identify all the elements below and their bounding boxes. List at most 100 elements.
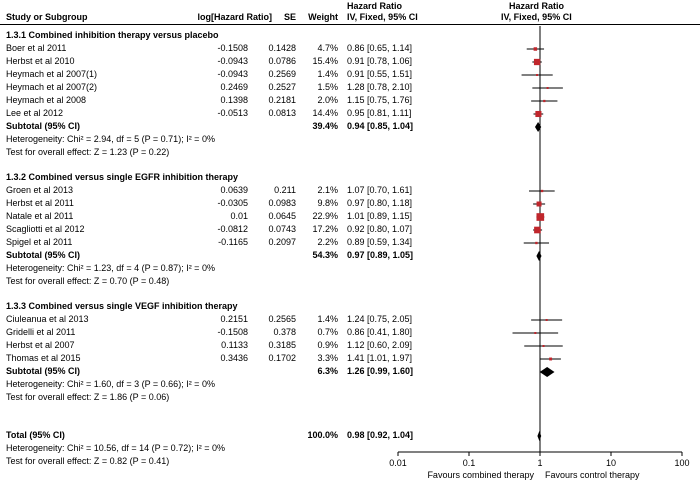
study-loghr: -0.0812: [217, 224, 248, 234]
study-name: Boer et al 2011: [6, 43, 67, 53]
subtotal-label: Subtotal (95% CI): [6, 366, 81, 376]
study-se: 0.211: [274, 185, 296, 195]
study-ci: 1.01 [0.89, 1.15]: [347, 211, 413, 221]
study-weight: 1.4%: [317, 314, 338, 324]
study-ci: 1.15 [0.75, 1.76]: [347, 95, 413, 105]
study-name: Heymach et al 2008: [6, 95, 87, 105]
study-name: Herbst et al 2010: [6, 56, 75, 66]
study-se: 0.0786: [268, 56, 296, 66]
effect-square: [536, 74, 539, 76]
study-se: 0.2527: [268, 82, 296, 92]
subtotal-weight: 6.3%: [317, 366, 338, 376]
study-ci: 0.97 [0.80, 1.18]: [347, 198, 413, 208]
study-name: Thomas et al 2015: [6, 353, 81, 363]
study-se: 0.2565: [268, 314, 296, 324]
study-name: Heymach et al 2007(1): [6, 69, 98, 79]
header-plot-title: Hazard Ratio: [509, 1, 565, 11]
overall-effect-text: Test for overall effect: Z = 1.23 (P = 0…: [6, 147, 170, 157]
heterogeneity-text: Heterogeneity: Chi² = 1.23, df = 4 (P = …: [6, 263, 215, 273]
study-weight: 2.1%: [317, 185, 338, 195]
favours-right-label: Favours control therapy: [545, 470, 640, 480]
subgroup-title: 1.3.3 Combined versus single VEGF inhibi…: [6, 301, 238, 311]
study-ci: 1.24 [0.75, 2.05]: [347, 314, 413, 324]
study-name: Heymach et al 2007(2): [6, 82, 98, 92]
study-ci: 0.89 [0.59, 1.34]: [347, 237, 413, 247]
effect-square: [536, 213, 545, 221]
effect-square: [534, 332, 537, 334]
study-name: Gridelli et al 2011: [6, 327, 76, 337]
effect-square: [543, 99, 546, 103]
study-name: Herbst et al 2007: [6, 340, 75, 350]
study-loghr: 0.1133: [221, 340, 248, 350]
effect-square: [545, 319, 548, 321]
subgroup-title: 1.3.1 Combined inhibition therapy versus…: [6, 30, 219, 40]
x-tick-label: 10: [605, 458, 616, 468]
header-hr-title: Hazard Ratio: [347, 1, 403, 11]
effect-square: [535, 110, 542, 118]
study-se: 0.0645: [268, 211, 296, 221]
study-weight: 4.7%: [317, 43, 338, 53]
study-name: Lee et al 2012: [6, 108, 64, 118]
x-tick-label: 0.01: [389, 458, 407, 468]
subgroup-title: 1.3.2 Combined versus single EGFR inhibi…: [6, 172, 239, 182]
study-ci: 1.41 [1.01, 1.97]: [347, 353, 413, 363]
study-weight: 3.3%: [317, 353, 338, 363]
subtotal-weight: 39.4%: [312, 121, 338, 131]
study-se: 0.0813: [268, 108, 296, 118]
x-tick-label: 100: [674, 458, 690, 468]
total-ci: 0.98 [0.92, 1.04]: [347, 430, 414, 440]
study-name: Groen et al 2013: [6, 185, 74, 195]
effect-square: [546, 87, 549, 89]
subtotal-weight: 54.3%: [312, 250, 338, 260]
study-loghr: -0.0513: [217, 108, 248, 118]
study-se: 0.3185: [268, 340, 296, 350]
subtotal-diamond: [539, 367, 555, 377]
subtotal-ci: 0.97 [0.89, 1.05]: [347, 250, 414, 260]
heterogeneity-text: Heterogeneity: Chi² = 2.94, df = 5 (P = …: [6, 134, 215, 144]
study-loghr: 0.3436: [220, 353, 248, 363]
effect-square: [536, 201, 542, 207]
subtotal-label: Subtotal (95% CI): [6, 121, 81, 131]
header-loghr: log[Hazard Ratio]: [197, 12, 272, 22]
study-loghr: 0.2469: [220, 82, 248, 92]
study-weight: 0.9%: [317, 340, 338, 350]
x-tick-label: 1: [537, 458, 543, 468]
study-weight: 2.0%: [317, 95, 338, 105]
study-loghr: -0.0943: [217, 69, 248, 79]
subtotal-diamond: [536, 251, 542, 261]
study-loghr: -0.1508: [217, 43, 248, 53]
study-weight: 0.7%: [317, 327, 338, 337]
effect-square: [533, 47, 538, 51]
study-ci: 1.12 [0.60, 2.09]: [347, 340, 413, 350]
study-ci: 0.95 [0.81, 1.11]: [347, 108, 412, 118]
total-diamond: [537, 431, 542, 441]
effect-square: [535, 241, 538, 245]
study-loghr: 0.0639: [220, 185, 248, 195]
study-weight: 17.2%: [312, 224, 338, 234]
study-name: Ciuleanua et al 2013: [6, 314, 89, 324]
study-weight: 15.4%: [312, 56, 338, 66]
study-se: 0.1702: [268, 353, 296, 363]
subtotal-diamond: [534, 122, 542, 132]
study-weight: 14.4%: [312, 108, 338, 118]
study-ci: 0.92 [0.80, 1.07]: [347, 224, 413, 234]
subtotal-ci: 0.94 [0.85, 1.04]: [347, 121, 414, 131]
header-plot-method: IV, Fixed, 95% CI: [501, 12, 572, 22]
subtotal-label: Subtotal (95% CI): [6, 250, 81, 260]
header-hr-method: IV, Fixed, 95% CI: [347, 12, 418, 22]
study-loghr: -0.1165: [218, 237, 248, 247]
effect-square: [534, 226, 541, 234]
study-loghr: -0.0943: [217, 56, 248, 66]
study-ci: 1.28 [0.78, 2.10]: [347, 82, 413, 92]
study-name: Spigel et al 2011: [6, 237, 73, 247]
study-loghr: -0.0305: [217, 198, 248, 208]
header-weight: Weight: [308, 12, 338, 22]
study-ci: 0.86 [0.65, 1.14]: [347, 43, 413, 53]
overall-effect-text: Test for overall effect: Z = 0.70 (P = 0…: [6, 276, 170, 286]
study-weight: 1.5%: [317, 82, 338, 92]
study-name: Herbst et al 2011: [6, 198, 74, 208]
study-loghr: -0.1508: [217, 327, 248, 337]
favours-left-label: Favours combined therapy: [427, 470, 534, 480]
effect-square: [549, 357, 553, 361]
